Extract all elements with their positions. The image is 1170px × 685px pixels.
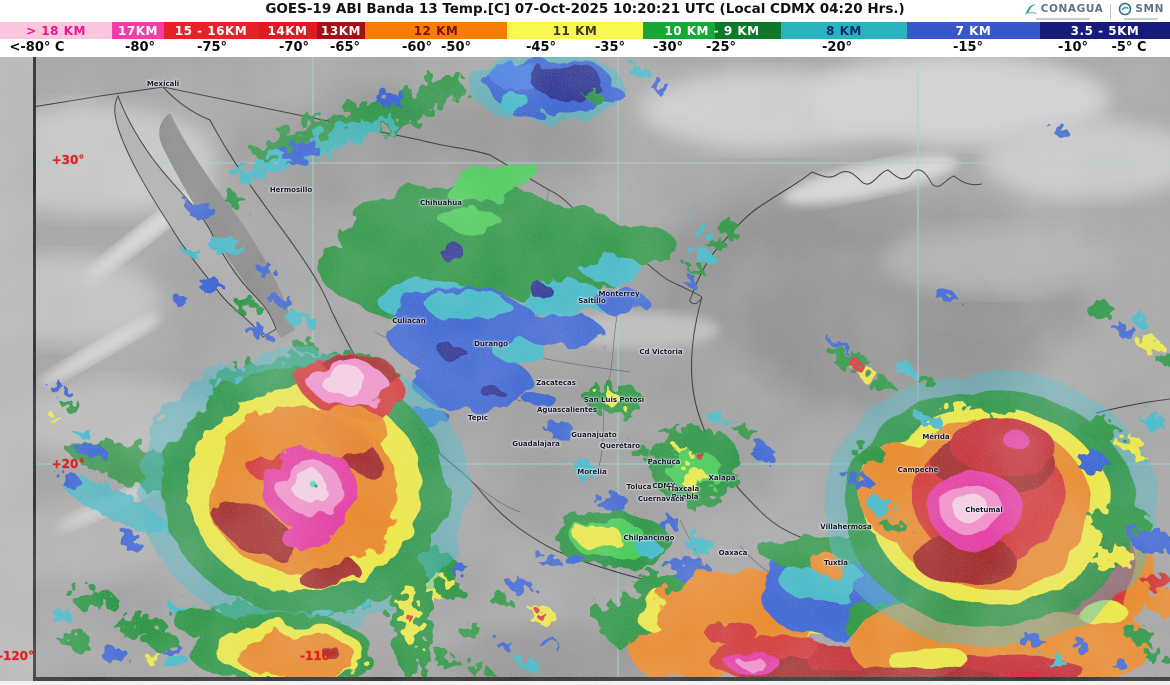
city-label-19: Tlaxcala (666, 485, 700, 493)
coord-label-2: -120° (0, 649, 35, 663)
city-label-26: Tuxtla (824, 559, 848, 567)
legend-segment-8: 8 KM (781, 22, 907, 39)
legend-segment-4: 13KM (317, 22, 365, 39)
city-label-22: Xalapa (708, 474, 736, 482)
temp-label-10: -25° (706, 40, 736, 55)
conagua-label: CONAGUA (1040, 2, 1104, 15)
city-label-15: Pachuca (647, 458, 681, 466)
conagua-tagline-bar (1036, 18, 1091, 20)
satellite-map: +30° +20° -120° -110° Mexicali Hermosillo Chih… (0, 57, 1170, 685)
legend-segment-6: 11 KM (507, 22, 643, 39)
city-label-17: Toluca (626, 483, 652, 491)
legend-segment-2: 15 - 16KM (164, 22, 258, 39)
grain-texture (0, 57, 1170, 681)
city-label-14: Querétaro (599, 442, 641, 450)
coord-label-3: -110° (299, 649, 337, 663)
city-label-16: Morelia (577, 468, 607, 476)
legend-segment-5: 12 KM (365, 22, 507, 39)
city-label-1: Hermosillo (269, 186, 313, 194)
smn-label: SMN (1135, 2, 1164, 15)
smn-swirl-icon (1119, 2, 1132, 16)
temp-label-5: -60° (402, 40, 432, 55)
legend-segment-1: 17KM (112, 22, 164, 39)
page-title: GOES-19 ABI Banda 13 Temp.[C] 07-Oct-202… (265, 1, 905, 17)
city-label-9: San Luis Potosí (583, 396, 645, 404)
conagua-wave-icon (1024, 4, 1037, 15)
city-label-27: Mérida (922, 433, 950, 441)
city-label-6: Saltillo (578, 297, 606, 305)
altitude-legend-bar: > 18 KM 17KM 15 - 16KM 14KM 13KM 12 KM 11 KM 10… (0, 22, 1170, 39)
temp-label-0: <-80° C (9, 40, 65, 55)
agency-logos: CONAGUA SMN (1023, 1, 1164, 21)
legend-segment-10: 3.5 - 5KM (1040, 22, 1170, 39)
city-label-25: Villahermosa (820, 523, 872, 531)
city-label-2: Chihuahua (420, 199, 462, 207)
city-label-5: Monterrey (598, 290, 640, 298)
city-label-12: Guanajuato (571, 431, 617, 439)
city-label-18: CDMX (652, 482, 676, 490)
city-label-3: Culiacán (392, 317, 426, 325)
temp-label-11: -20° (822, 40, 852, 55)
coord-label-1: +20° (51, 457, 85, 471)
legend-segment-9: 7 KM (907, 22, 1040, 39)
temperature-scale-row: <-80° C -80° -75° -70° -65° -60° -50° -45° -35° -… (0, 39, 1170, 57)
temp-label-2: -75° (197, 40, 227, 55)
conagua-logo: CONAGUA (1023, 2, 1104, 20)
logo-separator (1110, 3, 1112, 19)
temp-label-6: -50° (441, 40, 471, 55)
city-label-7: Cd Victoria (639, 348, 683, 356)
legend-segment-3: 14KM (258, 22, 317, 39)
temp-label-7: -45° (526, 40, 556, 55)
smn-tagline-bar (1124, 18, 1159, 20)
legend-segment-0: > 18 KM (0, 22, 112, 39)
city-label-13: Guadalajara (512, 440, 560, 448)
city-label-23: Chilpancingo (623, 534, 675, 542)
city-label-20: Puebla (671, 493, 699, 501)
city-label-8: Zacatecas (536, 379, 576, 387)
city-label-29: Chetumal (965, 506, 1003, 514)
legend-segment-7: 10 KM - 9 KM (643, 22, 781, 39)
city-label-11: Tepic (467, 414, 489, 422)
temp-label-14: -5° C (1111, 40, 1147, 55)
smn-logo: SMN (1118, 2, 1164, 20)
header-bar: GOES-19 ABI Banda 13 Temp.[C] 07-Oct-202… (0, 0, 1170, 22)
city-label-4: Durango (474, 340, 508, 348)
temp-label-13: -10° (1058, 40, 1088, 55)
temp-label-3: -70° (279, 40, 309, 55)
city-label-10: Aguascalientes (537, 406, 597, 414)
satellite-imagery (0, 57, 1170, 685)
temp-label-9: -30° (653, 40, 683, 55)
temp-label-8: -35° (595, 40, 625, 55)
city-label-21: Cuernavaca (637, 495, 685, 503)
city-label-0: Mexicali (146, 80, 180, 88)
temp-label-1: -80° (125, 40, 155, 55)
temp-label-4: -65° (330, 40, 360, 55)
city-label-24: Oaxaca (718, 549, 748, 557)
temp-label-12: -15° (953, 40, 983, 55)
city-label-28: Campeche (897, 466, 939, 474)
map-bottom-gap (0, 681, 1170, 685)
coord-label-0: +30° (51, 153, 85, 167)
